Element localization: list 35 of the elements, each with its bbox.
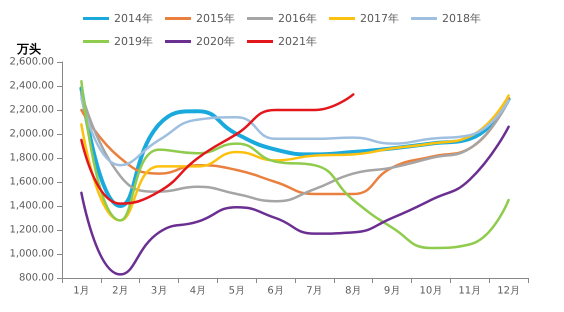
legend-label: 2021年: [278, 35, 318, 48]
y-tick-label: 2,200.00: [9, 104, 54, 116]
legend-label: 2017年: [360, 12, 399, 25]
y-tick-label: 1,400.00: [9, 200, 54, 212]
line-series: [80, 80, 510, 250]
x-tick-label: 8月: [345, 286, 362, 296]
x-tick-label: 10月: [420, 286, 442, 296]
x-tick-label: 11月: [458, 286, 482, 296]
x-tick-label: 5月: [228, 286, 245, 296]
line-series: [80, 126, 510, 276]
y-axis-title: 万头: [16, 42, 41, 56]
legend-label: 2019年: [114, 35, 154, 48]
y-tick-label: 2,600.00: [9, 56, 54, 68]
y-tick-label: 800.00: [19, 272, 54, 284]
line-series: [80, 96, 510, 166]
legend-label: 2015年: [196, 12, 236, 25]
legend-label: 2020年: [196, 35, 236, 48]
x-tick-label: 2月: [112, 286, 128, 296]
legend-label: 2016年: [278, 12, 318, 25]
x-tick-label: 4月: [190, 286, 206, 296]
x-tick-label: 7月: [306, 286, 323, 296]
x-tick-label: 9月: [384, 286, 400, 296]
y-tick-label: 2,000.00: [9, 128, 54, 140]
line-series: [80, 93, 354, 205]
y-tick-label: 1,200.00: [9, 224, 54, 236]
x-tick-label: 1月: [73, 286, 90, 296]
legend-label: 2018年: [442, 12, 481, 25]
x-tick-label: 3月: [150, 286, 168, 296]
y-tick-label: 1,600.00: [9, 176, 54, 188]
legend-label: 2014年: [114, 12, 154, 25]
y-tick-label: 2,400.00: [9, 80, 54, 92]
y-tick-label: 1,800.00: [9, 152, 54, 164]
x-tick-label: 12月: [497, 286, 520, 296]
x-tick-label: 6月: [267, 286, 284, 296]
y-tick-label: 1,000.00: [9, 248, 54, 260]
